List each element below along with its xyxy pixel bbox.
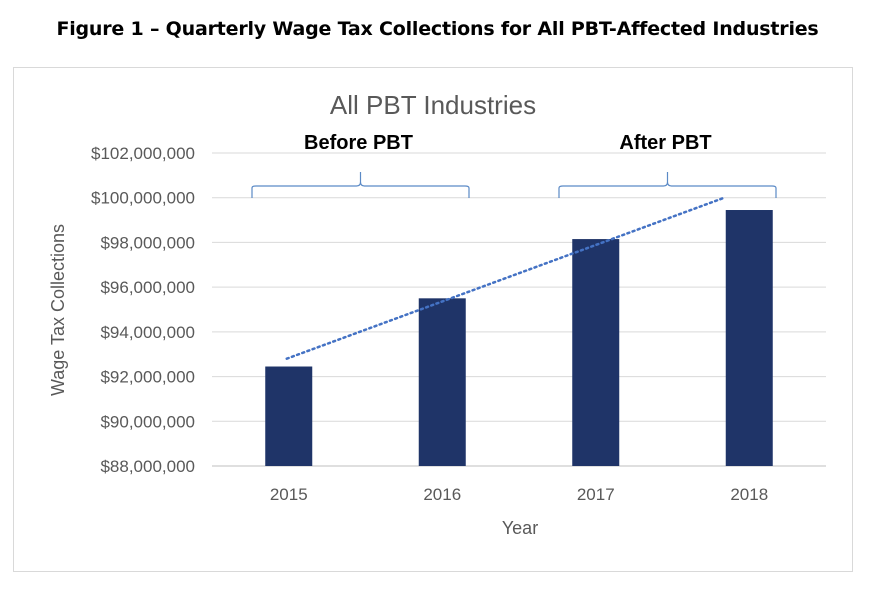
figure-title: Figure 1 – Quarterly Wage Tax Collection… bbox=[56, 18, 819, 40]
y-tick-label: $92,000,000 bbox=[100, 368, 195, 387]
bar-2017 bbox=[572, 239, 620, 466]
x-tick-labels: 2015 2016 2017 2018 bbox=[270, 485, 768, 504]
y-tick-label: $96,000,000 bbox=[100, 278, 195, 297]
annotation-label: Before PBT bbox=[304, 132, 413, 154]
x-tick-label: 2015 bbox=[270, 485, 308, 504]
y-tick-label: $90,000,000 bbox=[100, 412, 195, 431]
bar-2016 bbox=[418, 298, 466, 466]
chart-title: All PBT Industries bbox=[330, 90, 536, 120]
x-axis-label: Year bbox=[502, 518, 538, 538]
annotation-brace bbox=[558, 172, 777, 198]
x-tick-label: 2018 bbox=[730, 485, 768, 504]
y-tick-label: $88,000,000 bbox=[100, 457, 195, 476]
y-tick-label: $94,000,000 bbox=[100, 323, 195, 342]
bars bbox=[265, 210, 773, 466]
bar-2018 bbox=[725, 210, 773, 466]
trendline-path bbox=[285, 196, 726, 360]
annotations: Before PBT After PBT bbox=[251, 132, 777, 198]
chart-frame bbox=[13, 67, 853, 572]
gridlines bbox=[212, 152, 826, 467]
y-tick-labels: $88,000,000 $90,000,000 $92,000,000 $94,000… bbox=[91, 144, 195, 476]
x-tick-label: 2017 bbox=[577, 485, 615, 504]
x-tick-label: 2016 bbox=[423, 485, 461, 504]
y-axis-label: Wage Tax Collections bbox=[48, 224, 68, 396]
y-tick-label: $100,000,000 bbox=[91, 189, 195, 208]
trendline bbox=[285, 196, 726, 360]
y-tick-label: $102,000,000 bbox=[91, 144, 195, 163]
annotation-label: After PBT bbox=[619, 132, 711, 154]
annotation-brace bbox=[251, 172, 470, 198]
y-tick-label: $98,000,000 bbox=[100, 233, 195, 252]
bar-2015 bbox=[265, 366, 313, 466]
